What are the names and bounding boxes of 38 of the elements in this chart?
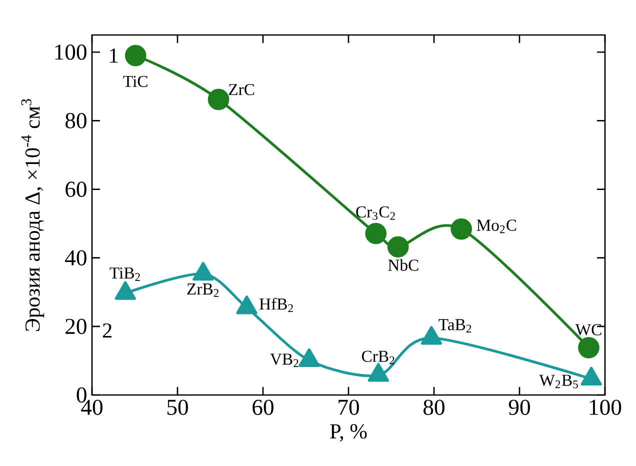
annotation: CrB$_{2}$ (362, 350, 394, 364)
x-tick-label: 70 (338, 400, 359, 415)
point (208, 88, 230, 110)
annotation: VB$_{2}$ (270, 354, 298, 368)
annotation: Mo$_{2}$C (476, 220, 516, 234)
y-tick-label: 100 (55, 44, 86, 60)
point (114, 281, 136, 300)
x-tick-label: 80 (424, 400, 444, 415)
point (236, 296, 258, 314)
point (298, 348, 320, 368)
point (365, 222, 387, 244)
y-tick-label: 60 (66, 182, 86, 197)
y-axis-title: Эрозия анода Δ, ×10$^{-4}$ см$^{3}$ (21, 99, 44, 331)
annotation: Cr$_{3}$C$_{2}$ (356, 206, 395, 220)
point (192, 262, 214, 281)
annotation: TaB$_{2}$ (438, 319, 472, 332)
x-tick-label: 100 (590, 400, 622, 415)
x-tick-label: 60 (252, 400, 274, 415)
series-label: 2 (102, 323, 112, 338)
annotation: TiB$_{2}$ (110, 267, 140, 281)
point (450, 218, 472, 240)
y-tick-label: 80 (65, 113, 86, 128)
annotation: W$_{2}$B$_{5}$ (539, 374, 578, 388)
series-label: 1 (110, 48, 118, 63)
point (580, 366, 602, 386)
annotation: ZrC (228, 84, 254, 96)
annotation: NbC (388, 259, 418, 271)
point (124, 44, 146, 66)
annotation: WC (575, 324, 602, 336)
x-tick-label: 50 (167, 400, 188, 415)
y-tick-label: 40 (65, 250, 86, 266)
y-tick-label: 20 (66, 318, 86, 334)
annotation: TiC (123, 76, 148, 88)
x-axis-title: P, % (330, 424, 367, 442)
x-tick-label: 90 (508, 400, 530, 415)
point (368, 363, 389, 382)
annotation: HfB$_{2}$ (260, 298, 293, 312)
annotation: ZrB$_{2}$ (187, 284, 219, 297)
